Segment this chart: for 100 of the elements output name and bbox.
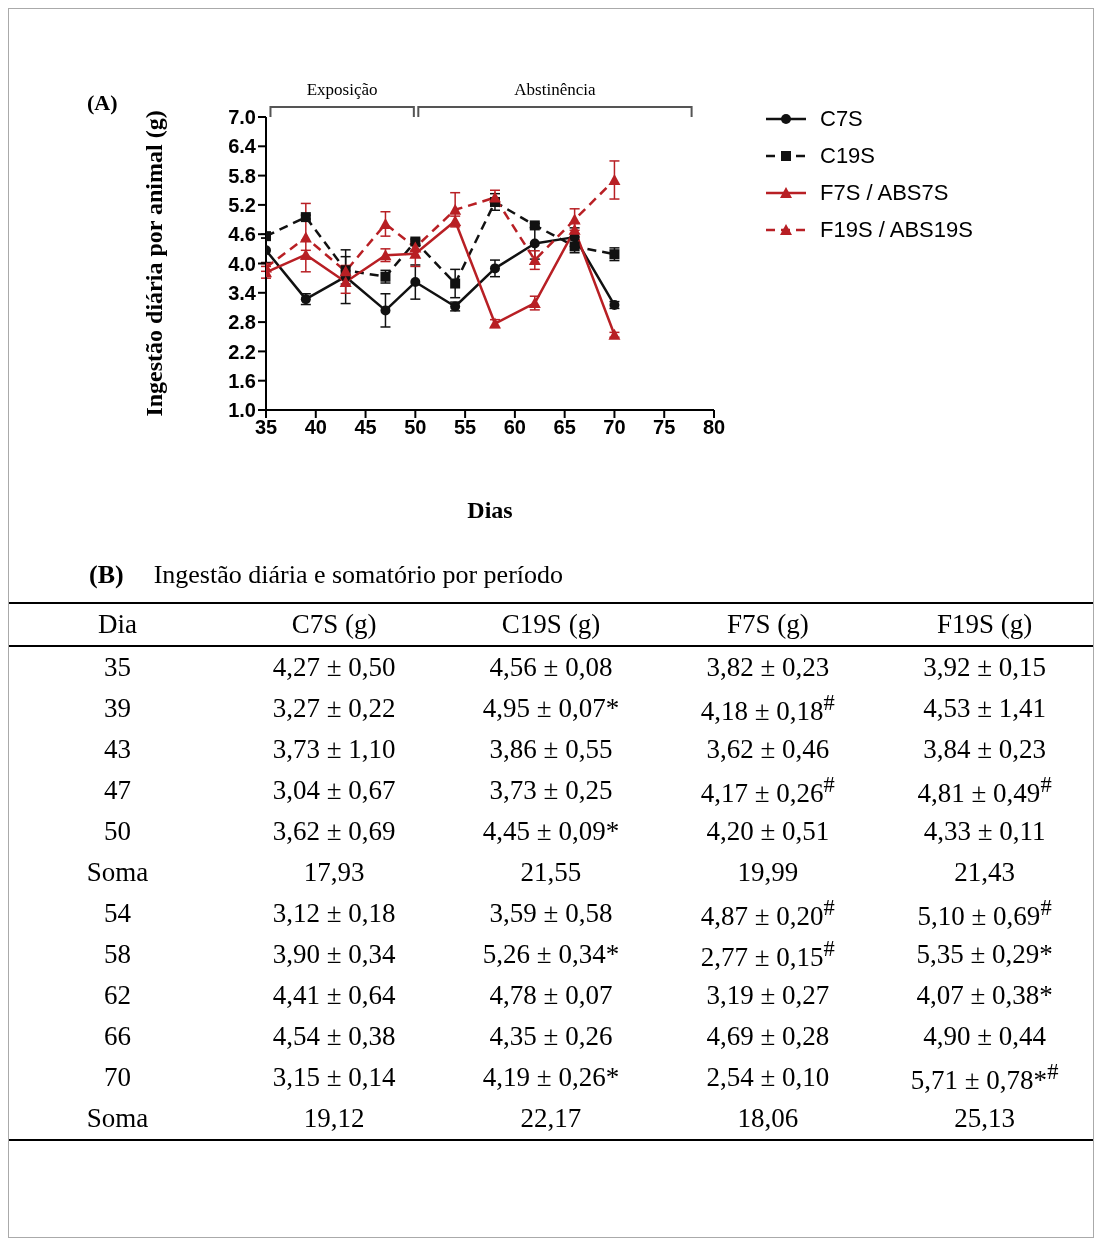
category-label: 58 <box>102 938 132 971</box>
data-label: 5,71 ± 0,78*$^{#}$ <box>909 1058 1060 1097</box>
y-tick-label: 3.4 <box>228 281 257 304</box>
data-label: 3,82 ± 0,23 <box>705 651 831 684</box>
data-label: 4,56 ± 0,08 <box>488 651 614 684</box>
data-label: 3,62 ± 0,46 <box>705 733 831 766</box>
category-label: 50 <box>102 815 132 848</box>
data-label: 4,07 ± 0,38* <box>915 979 1054 1012</box>
x-tick-label: 35 <box>254 416 278 439</box>
point <box>450 278 461 289</box>
data-label: 4,41 ± 0,64 <box>271 979 397 1012</box>
data-label: 25,13 <box>953 1102 1016 1135</box>
y-tick-label: 6.4 <box>228 135 257 158</box>
data-label: 3,19 ± 0,27 <box>705 979 831 1012</box>
point <box>339 276 352 288</box>
data-label: 2,54 ± 0,10 <box>705 1061 831 1094</box>
category-label: 47 <box>102 774 132 807</box>
point <box>608 174 621 185</box>
data-label: 21,55 <box>519 856 583 889</box>
category-label: 54 <box>102 897 132 930</box>
data-label: 4,45 ± 0,09* <box>481 815 621 848</box>
data-label: 2,77 ± 0,15$^{#}$ <box>699 935 836 974</box>
category-label: 35 <box>102 651 132 684</box>
data-label: 4,19 ± 0,26* <box>481 1061 621 1094</box>
y-tick-label: 5.8 <box>228 164 256 187</box>
data-label: 22,17 <box>519 1102 583 1135</box>
data-label: 19,12 <box>302 1102 366 1135</box>
data-label: 18,06 <box>736 1102 800 1135</box>
category-label: 39 <box>102 692 132 725</box>
x-tick-label: 50 <box>404 416 427 439</box>
data-label: 4,20 ± 0,51 <box>705 815 831 848</box>
data-label: 4,81 ± 0,49$^{#}$ <box>916 771 1053 810</box>
x-axis-title: Dias <box>467 497 513 523</box>
y-tick-label: 2.8 <box>228 311 256 334</box>
data-label: 4,78 ± 0,07 <box>488 979 614 1012</box>
text: (A) <box>87 90 118 116</box>
data-label: 3,73 ± 0,25 <box>488 774 614 807</box>
category-label: Soma <box>85 856 150 889</box>
point <box>380 305 391 316</box>
data-label: 4,87 ± 0,20$^{#}$ <box>699 894 836 933</box>
data-label: 19,99 <box>736 856 800 889</box>
y-axis-title: Ingestão diária por animal (g) <box>140 110 167 417</box>
point <box>449 203 462 215</box>
data-label: 3,04 ± 0,67 <box>271 774 397 807</box>
point <box>528 254 541 266</box>
data-label: 5,10 ± 0,69$^{#}$ <box>916 894 1053 933</box>
point <box>410 277 421 288</box>
x-tick-label: 65 <box>553 416 576 439</box>
category-label: 66 <box>102 1020 132 1053</box>
x-tick-label: 40 <box>304 416 327 439</box>
point <box>529 238 540 249</box>
text: (B) <box>89 560 124 589</box>
data-label: 4,33 ± 0,11 <box>922 815 1047 848</box>
legend-label: F19S / ABS19S <box>820 216 973 243</box>
text: Dia <box>96 608 138 641</box>
data-label: 3,62 ± 0,69 <box>271 815 397 848</box>
data-label: 4,95 ± 0,07* <box>481 692 621 725</box>
legend-label: C19S <box>820 142 876 169</box>
data-label: 3,84 ± 0,23 <box>922 733 1047 766</box>
data-label: 4,17 ± 0,26$^{#}$ <box>699 771 836 810</box>
x-tick-label: 60 <box>503 416 527 439</box>
category-label: Soma <box>85 1102 150 1135</box>
data-label: 3,92 ± 0,15 <box>922 651 1047 684</box>
point <box>568 213 581 225</box>
data-label: 3,15 ± 0,14 <box>271 1061 397 1094</box>
category-label: 70 <box>102 1061 132 1094</box>
text: F19S (g) <box>935 608 1034 641</box>
data-label: 3,73 ± 1,10 <box>271 733 397 766</box>
legend-label: C7S <box>820 105 863 132</box>
text: Exposição <box>306 80 378 99</box>
y-tick-label: 4.0 <box>228 252 256 275</box>
y-tick-label: 5.2 <box>228 194 256 216</box>
y-tick-label: 1.0 <box>228 399 256 422</box>
text: Abstinência <box>514 80 597 99</box>
x-tick-label: 75 <box>653 416 676 439</box>
data-label: 5,26 ± 0,34* <box>481 938 621 971</box>
legend-label: F7S / ABS7S <box>820 179 949 206</box>
data-label: 3,59 ± 0,58 <box>488 897 614 930</box>
data-label: 3,27 ± 0,22 <box>271 692 397 725</box>
y-tick-label: 4.6 <box>228 223 256 246</box>
text: C7S (g) <box>290 608 378 641</box>
x-tick-label: 55 <box>453 416 477 439</box>
data-label: 3,90 ± 0,34 <box>271 938 397 971</box>
data-label: 4,53 ± 1,41 <box>922 692 1047 725</box>
y-tick-label: 1.6 <box>228 369 256 392</box>
category-label: 62 <box>102 979 132 1012</box>
y-tick-label: 7.0 <box>228 106 256 129</box>
text: F7S (g) <box>725 608 810 641</box>
data-label: 21,43 <box>953 856 1016 889</box>
data-label: 4,54 ± 0,38 <box>271 1020 397 1053</box>
x-tick-label: 70 <box>603 416 626 439</box>
x-tick-label: 80 <box>702 416 726 439</box>
category-label: 43 <box>102 733 132 766</box>
data-label: 4,18 ± 0,18$^{#}$ <box>699 689 836 728</box>
text: C19S (g) <box>500 608 602 641</box>
y-tick-label: 2.2 <box>228 340 256 363</box>
point <box>299 231 312 243</box>
data-label: 4,35 ± 0,26 <box>488 1020 614 1053</box>
data-label: 4,90 ± 0,44 <box>922 1020 1047 1053</box>
data-label: 3,12 ± 0,18 <box>271 897 397 930</box>
